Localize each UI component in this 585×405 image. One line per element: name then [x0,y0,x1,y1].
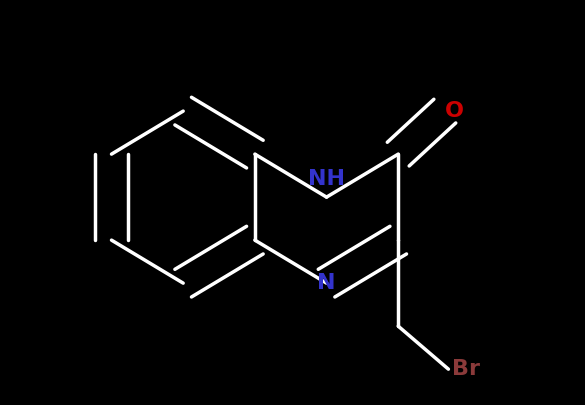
Text: N: N [317,273,336,293]
Text: NH: NH [308,169,345,189]
Text: Br: Br [452,359,480,379]
Text: O: O [445,101,464,121]
